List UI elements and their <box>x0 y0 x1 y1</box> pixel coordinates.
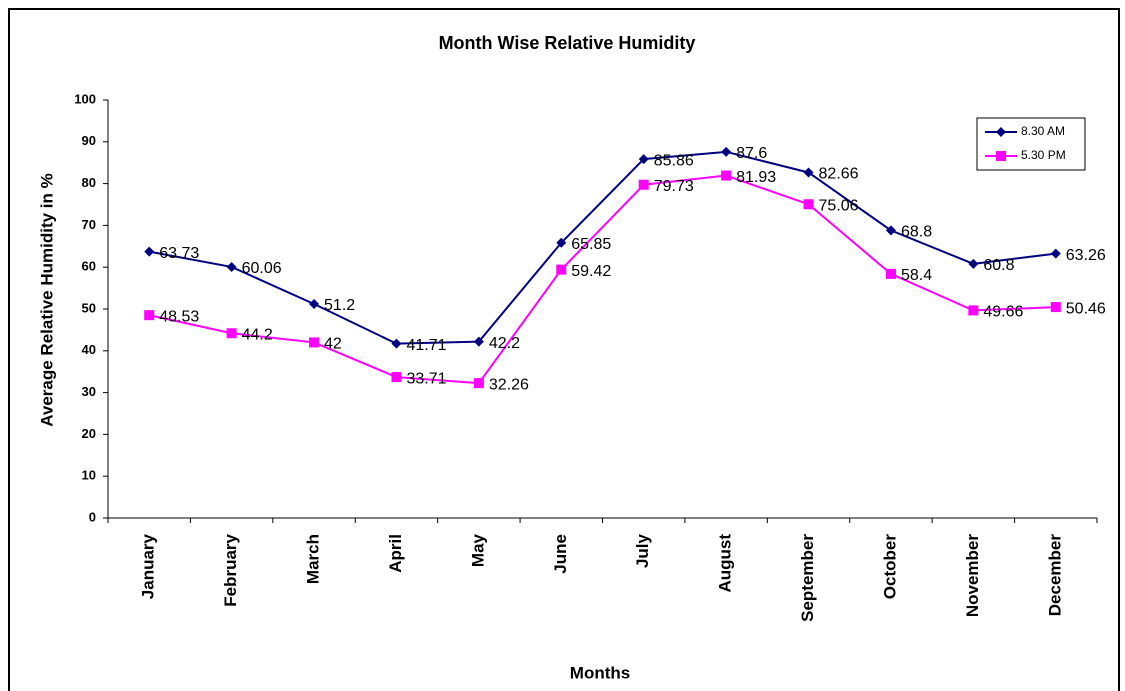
data-label: 60.06 <box>242 260 282 277</box>
marker <box>721 170 732 181</box>
y-axis-label: Average Relative Humidity in % <box>37 173 56 427</box>
y-tick-label: 50 <box>82 300 96 315</box>
data-label: 48.53 <box>159 308 199 325</box>
legend-label: 8.30 AM <box>1021 124 1065 138</box>
marker <box>885 268 896 279</box>
legend-marker <box>996 151 1006 161</box>
data-label: 75.06 <box>819 197 859 214</box>
data-label: 63.26 <box>1066 247 1106 264</box>
x-tick-label: September <box>798 534 817 622</box>
marker <box>226 261 237 272</box>
data-label: 63.73 <box>159 245 199 262</box>
data-label: 50.46 <box>1066 300 1106 317</box>
data-label: 82.66 <box>819 166 859 183</box>
series-line <box>149 150 1056 345</box>
x-tick-label: March <box>304 534 323 584</box>
marker <box>144 246 155 257</box>
data-label: 65.85 <box>571 236 611 253</box>
y-tick-label: 0 <box>89 509 96 524</box>
series-line <box>148 174 1056 385</box>
y-tick-label: 70 <box>82 217 96 232</box>
data-label: 41.71 <box>406 337 446 354</box>
legend-label: 5.30 PM <box>1021 148 1066 162</box>
x-tick-label: December <box>1045 534 1064 617</box>
marker <box>556 237 567 248</box>
marker <box>968 258 979 269</box>
y-tick-label: 10 <box>82 468 96 483</box>
marker <box>1050 248 1061 259</box>
marker <box>803 199 814 210</box>
marker <box>391 338 402 349</box>
x-tick-label: April <box>386 534 405 573</box>
data-label: 68.8 <box>901 224 932 241</box>
marker <box>309 337 320 348</box>
data-label: 59.42 <box>571 263 611 280</box>
marker <box>638 154 649 165</box>
data-label: 79.73 <box>654 178 694 195</box>
x-tick-label: July <box>633 533 652 568</box>
data-label: 58.4 <box>901 267 932 284</box>
x-tick-label: February <box>221 533 240 606</box>
data-label: 85.86 <box>654 152 694 169</box>
legend-box <box>976 117 1086 171</box>
marker <box>144 310 155 321</box>
marker <box>1050 302 1061 313</box>
data-label: 81.93 <box>736 169 776 186</box>
chart-frame <box>8 8 1120 691</box>
data-label: 42 <box>324 336 342 353</box>
y-tick-label: 90 <box>82 133 96 148</box>
marker <box>968 305 979 316</box>
x-tick-label: November <box>963 534 982 618</box>
x-tick-label: August <box>716 534 735 593</box>
y-tick-label: 30 <box>82 384 96 399</box>
x-axis-label: Months <box>570 663 630 682</box>
marker <box>638 179 649 190</box>
x-tick-label: May <box>468 533 487 567</box>
marker <box>473 336 484 347</box>
marker <box>226 328 237 339</box>
marker <box>556 264 567 275</box>
data-label: 44.2 <box>242 326 273 343</box>
legend-marker <box>996 127 1006 137</box>
marker <box>721 146 732 157</box>
y-tick-label: 100 <box>74 91 96 106</box>
data-label: 32.26 <box>489 376 529 393</box>
y-tick-label: 40 <box>82 342 96 357</box>
data-label: 51.2 <box>324 297 355 314</box>
y-tick-label: 60 <box>82 259 96 274</box>
marker <box>391 372 402 383</box>
x-tick-label: January <box>139 533 158 599</box>
x-tick-label: October <box>880 534 899 600</box>
marker <box>309 298 320 309</box>
data-label: 60.8 <box>983 257 1014 274</box>
chart-title: Month Wise Relative Humidity <box>439 33 696 53</box>
data-label: 49.66 <box>983 304 1023 321</box>
marker <box>803 167 814 178</box>
x-tick-label: June <box>551 534 570 574</box>
marker <box>885 225 896 236</box>
y-tick-label: 80 <box>82 175 96 190</box>
marker <box>473 378 484 389</box>
data-label: 33.71 <box>406 370 446 387</box>
data-label: 42.2 <box>489 335 520 352</box>
y-tick-label: 20 <box>82 426 96 441</box>
data-label: 87.6 <box>736 145 767 162</box>
